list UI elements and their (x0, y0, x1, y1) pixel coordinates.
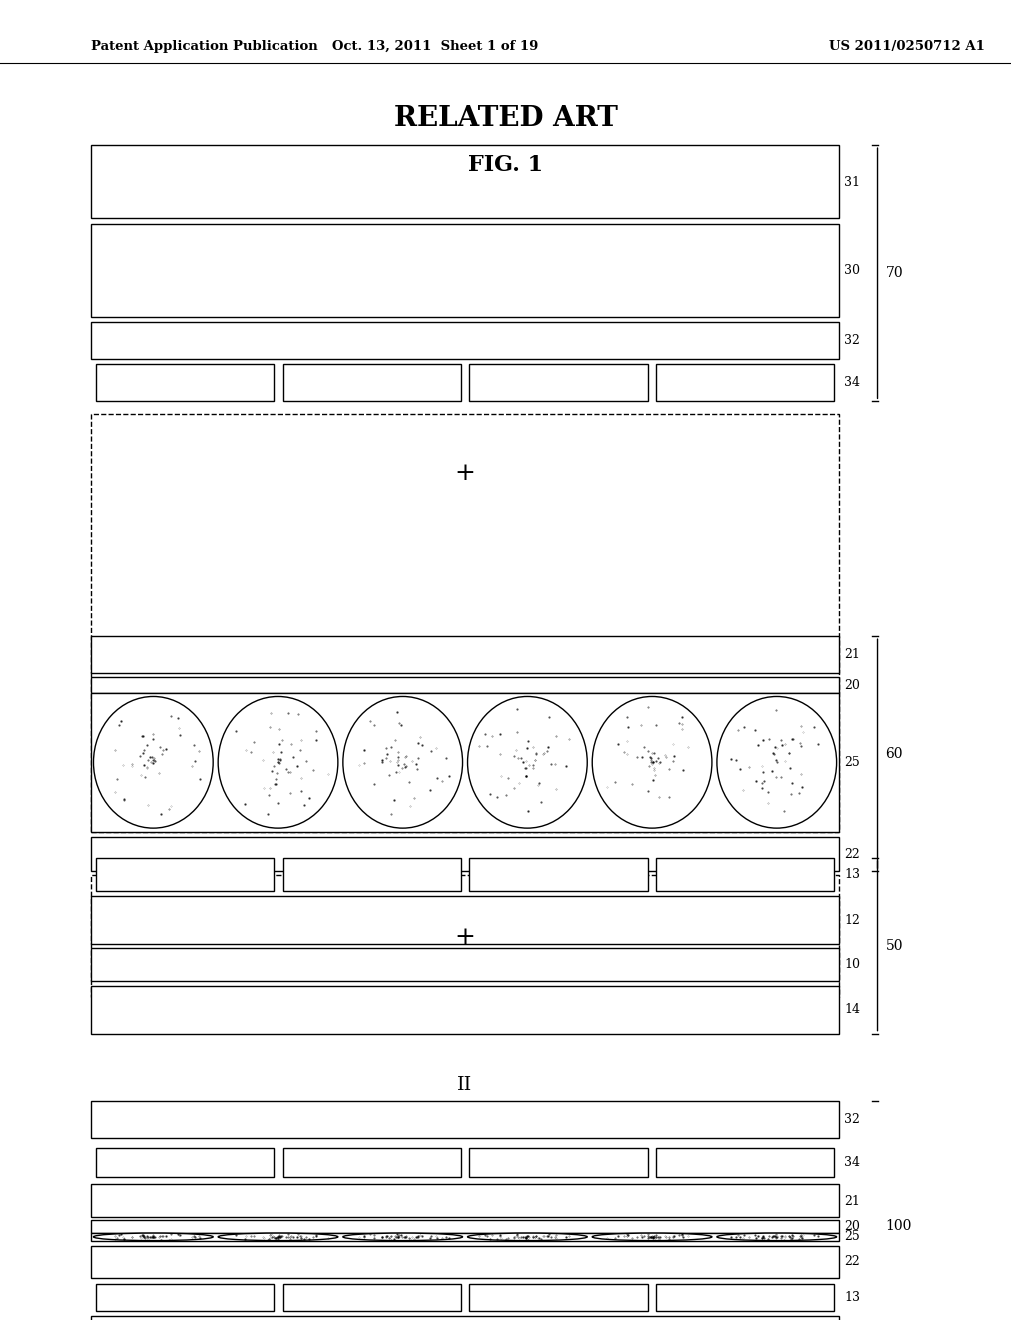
Text: 25: 25 (844, 1230, 860, 1243)
Ellipse shape (93, 697, 213, 828)
Bar (91, 693, 839, 832)
Text: 34: 34 (844, 1156, 860, 1170)
Ellipse shape (468, 1233, 587, 1241)
Bar (91, 1233, 839, 1241)
Text: 31: 31 (844, 176, 860, 189)
Bar (91, 1184, 839, 1217)
Bar (96, 1284, 274, 1311)
Bar (283, 1284, 461, 1311)
Text: 100: 100 (886, 1218, 912, 1233)
Text: +: + (455, 462, 475, 486)
Ellipse shape (592, 697, 712, 828)
Bar (469, 1148, 647, 1177)
Bar (283, 364, 461, 401)
Ellipse shape (218, 697, 338, 828)
Bar (91, 948, 839, 981)
Text: RELATED ART: RELATED ART (393, 106, 617, 132)
Bar (91, 636, 839, 673)
Text: 22: 22 (844, 847, 860, 861)
Bar (655, 364, 835, 401)
Ellipse shape (93, 1233, 213, 1241)
Ellipse shape (717, 1233, 837, 1241)
Text: US 2011/0250712 A1: US 2011/0250712 A1 (829, 40, 985, 53)
Text: 20: 20 (844, 678, 860, 692)
Ellipse shape (717, 697, 837, 828)
Bar (91, 1246, 839, 1278)
Bar (91, 322, 839, 359)
Bar (469, 1284, 647, 1311)
Bar (91, 837, 839, 871)
Text: 32: 32 (844, 334, 860, 347)
Text: 22: 22 (844, 1255, 860, 1269)
Text: 21: 21 (844, 648, 860, 661)
Ellipse shape (343, 1233, 463, 1241)
Text: 32: 32 (844, 1113, 860, 1126)
Bar (91, 145, 839, 218)
Text: Oct. 13, 2011  Sheet 1 of 19: Oct. 13, 2011 Sheet 1 of 19 (332, 40, 538, 53)
Bar (655, 1284, 835, 1311)
Ellipse shape (592, 1233, 712, 1241)
Bar (283, 1148, 461, 1177)
Text: 14: 14 (844, 1003, 860, 1016)
Bar (469, 858, 647, 891)
Text: +: + (455, 925, 475, 949)
Text: 70: 70 (886, 267, 903, 280)
Bar (91, 1184, 839, 1217)
Ellipse shape (468, 697, 587, 828)
Text: 13: 13 (844, 869, 860, 880)
Bar (91, 896, 839, 944)
Text: 20: 20 (844, 1220, 860, 1233)
Bar (91, 1316, 839, 1320)
Text: Patent Application Publication: Patent Application Publication (91, 40, 317, 53)
Bar (91, 677, 839, 693)
Bar (96, 364, 274, 401)
Bar (96, 858, 274, 891)
Bar (91, 1101, 839, 1138)
Bar (96, 1148, 274, 1177)
Bar (91, 1246, 839, 1278)
Bar (91, 896, 839, 944)
Bar (469, 364, 647, 401)
Bar (655, 858, 835, 891)
Text: 21: 21 (844, 1195, 860, 1208)
Text: 50: 50 (886, 939, 903, 953)
Text: 34: 34 (844, 376, 860, 389)
Bar (91, 1101, 839, 1138)
Bar (91, 224, 839, 317)
Bar (91, 986, 839, 1034)
Bar (655, 1148, 835, 1177)
Text: 10: 10 (844, 958, 860, 970)
Text: 25: 25 (844, 756, 860, 768)
Text: 12: 12 (844, 913, 860, 927)
Bar (91, 322, 839, 359)
Ellipse shape (343, 697, 463, 828)
Bar (91, 875, 839, 997)
Text: FIG. 1: FIG. 1 (468, 154, 543, 176)
Text: 30: 30 (844, 264, 860, 277)
Text: 13: 13 (844, 1291, 860, 1304)
Bar (91, 636, 839, 673)
Text: 60: 60 (886, 747, 903, 760)
Ellipse shape (218, 1233, 338, 1241)
Bar (91, 145, 839, 218)
Text: II: II (458, 1076, 473, 1094)
Bar (283, 858, 461, 891)
Bar (91, 1220, 839, 1233)
Bar (91, 1316, 839, 1320)
Bar (91, 414, 839, 832)
Bar (91, 986, 839, 1034)
Bar (91, 837, 839, 871)
